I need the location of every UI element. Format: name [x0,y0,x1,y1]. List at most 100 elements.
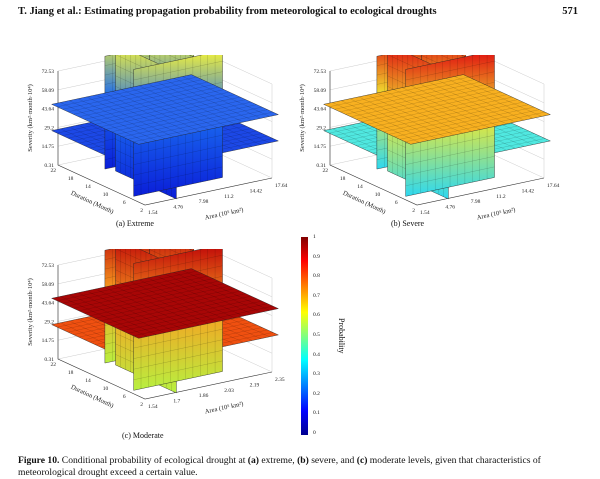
colorbar-tick: 0.9 [313,253,320,260]
colorbar [301,237,308,435]
duration-tick: 22 [51,168,57,174]
severity-tick: 14.75 [42,338,55,344]
horizontal-slice-high [51,74,279,145]
area-tick: 2.19 [250,382,260,388]
severity-tick: 58.09 [314,88,327,94]
colorbar-tick: 0.3 [313,371,320,378]
severity-tick: 14.75 [314,144,327,150]
caption-text: moderate levels, given that characterist… [18,455,541,478]
severity-axis-label: Severity (km²·month·10⁴) [299,84,306,152]
area-tick: 14.42 [250,188,263,194]
caption-ref-a: (a) [247,455,259,466]
duration-tick: 10 [375,192,381,198]
page-number: 571 [562,6,578,17]
duration-tick: 18 [68,176,74,182]
running-header-title: T. Jiang et al.: Estimating propagation … [18,6,437,17]
colorbar-tick: 1 [313,234,316,240]
duration-tick: 22 [323,168,329,174]
severity-tick: 72.53 [314,69,327,75]
duration-tick: 2 [140,402,143,408]
severity-tick: 58.09 [42,88,55,94]
severity-tick: 43.64 [42,107,55,113]
duration-tick: 18 [68,370,74,376]
colorbar-tick: 0.6 [313,312,320,319]
area-tick: 17.64 [275,183,288,189]
mesh-grid [329,76,545,143]
axis-lines [329,71,545,206]
duration-tick: 2 [140,208,143,214]
axis-lines [57,71,273,206]
severity-tick: 43.64 [314,107,327,113]
severity-tick: 0.31 [44,357,54,363]
area-tick: 1.54 [420,210,430,216]
duration-tick: 6 [395,200,398,206]
area-tick: 11.2 [496,194,506,200]
area-tick: 14.42 [522,188,535,194]
colorbar-tick: 0.1 [313,410,320,417]
area-axis-label: Area (10⁵ km²) [476,207,516,222]
axis-lines [57,265,273,400]
severity-tick: 0.31 [316,163,326,169]
area-axis-label: Area (10⁵ km²) [204,401,244,416]
severity-tick: 29.2 [316,125,326,131]
severity-tick: 29.2 [44,319,54,325]
area-tick: 17.64 [547,183,560,189]
caption-text: Conditional probability of ecological dr… [59,455,248,466]
duration-tick: 22 [51,362,57,368]
area-tick: 1.54 [148,404,158,410]
mesh-grid [57,270,273,337]
severity-tick: 72.53 [42,69,55,75]
severity-tick: 14.75 [42,144,55,150]
severity-tick: 58.09 [42,282,55,288]
duration-tick: 14 [85,184,91,190]
severity-tick: 72.53 [42,263,55,269]
severity-axis-label: Severity (km²·month·10⁴) [27,278,34,346]
duration-tick: 6 [123,200,126,206]
caption-c: (c) Moderate [122,431,164,440]
mesh-grid [57,76,273,143]
caption-ref-c: (c) [356,455,368,466]
colorbar-tick: 0.5 [313,332,320,338]
duration-tick: 6 [123,394,126,400]
duration-tick: 18 [340,176,346,182]
area-tick: 4.76 [445,205,455,211]
severity-tick: 43.64 [42,301,55,307]
colorbar-label: Probability [337,318,346,354]
colorbar-tick: 0.7 [313,292,320,299]
horizontal-slice-high [323,74,551,145]
area-tick: 2.35 [275,377,285,383]
duration-tick: 2 [412,208,415,214]
severity-tick: 29.2 [44,125,54,131]
caption-text: extreme, [258,455,298,466]
area-tick: 1.86 [199,393,209,399]
figure-caption: Figure 10. Conditional probability of ec… [18,455,588,478]
duration-tick: 10 [103,386,109,392]
duration-tick: 10 [103,192,109,198]
colorbar-tick: 0 [313,430,316,436]
area-tick: 7.98 [471,199,481,205]
area-tick: 2.03 [224,388,234,394]
area-tick: 7.98 [199,199,209,205]
caption-b: (b) Severe [391,219,425,228]
duration-tick: 14 [85,378,91,384]
severity-tick: 0.31 [44,163,54,169]
caption-ref-b: (b) [297,455,309,466]
area-tick: 1.7 [173,399,180,405]
colorbar-tick: 0.2 [313,390,320,397]
severity-axis-label: Severity (km²·month·10⁴) [27,84,34,152]
figure-label: Figure 10. [18,455,60,466]
area-tick: 4.76 [173,205,183,211]
caption-a: (a) Extreme [116,219,154,228]
area-tick: 1.54 [148,210,158,216]
duration-tick: 14 [357,184,363,190]
colorbar-tick: 0.4 [313,351,320,358]
area-tick: 11.2 [224,194,234,200]
colorbar-tick: 0.8 [313,273,320,280]
caption-text: severe, and [308,455,357,466]
horizontal-slice-high [51,268,279,339]
area-axis-label: Area (10⁵ km²) [204,207,244,222]
